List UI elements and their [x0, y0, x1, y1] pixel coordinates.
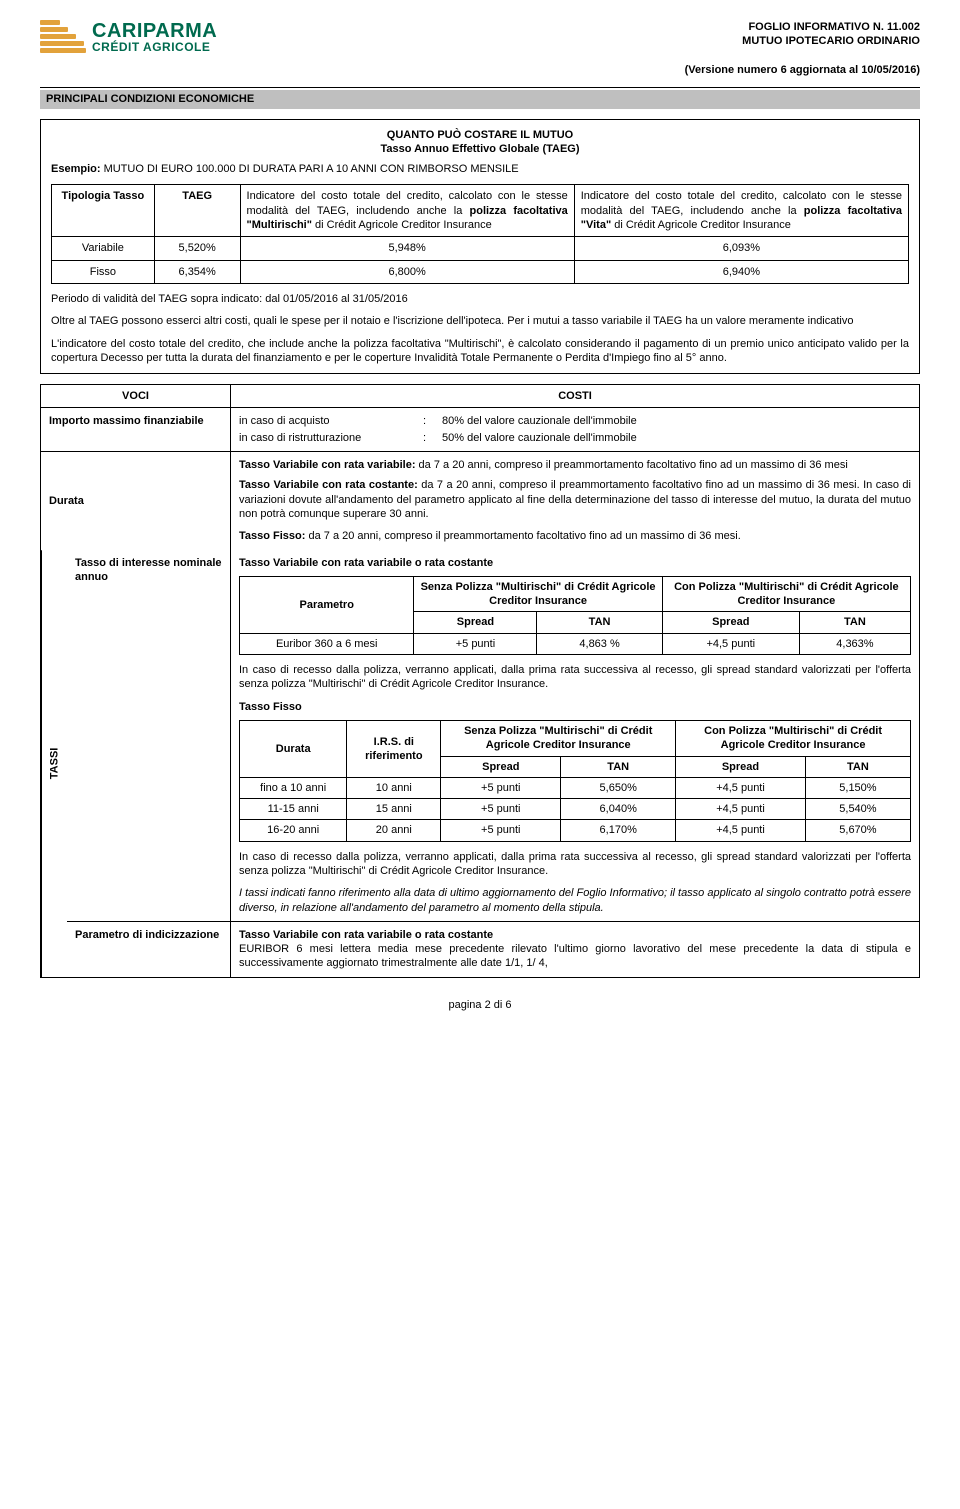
durata-tv-var-b: Tasso Variabile con rata variabile: [239, 459, 416, 471]
tassi-nominale-row: Tasso di interesse nominale annuo Tasso … [67, 550, 919, 922]
h-tan-1: TAN [537, 612, 662, 633]
durata-tf-t: da 7 a 20 anni, compreso il preammortame… [305, 530, 740, 542]
tf-title: Tasso Fisso [239, 700, 911, 714]
header-rule [40, 87, 920, 88]
h-con-2: Con Polizza "Multirischi" di Crédit Agri… [676, 720, 911, 756]
durata-tf-b: Tasso Fisso: [239, 530, 305, 542]
page-footer: pagina 2 di 6 [40, 998, 920, 1012]
voci-head-r: COSTI [231, 385, 919, 407]
oltre-taeg: Oltre al TAEG possono esserci altri cost… [51, 314, 909, 328]
importo-label: Importo massimo finanziabile [41, 408, 231, 451]
h-durata: Durata [240, 720, 347, 777]
quanto-title2: Tasso Annuo Effettivo Globale (TAEG) [51, 142, 909, 156]
tassi-parametro-row: Parametro di indicizzazione Tasso Variab… [67, 922, 919, 977]
taeg-col2: TAEG [154, 185, 240, 237]
table-row: Fisso 6,354% 6,800% 6,940% [52, 260, 909, 283]
voci-head-l: VOCI [41, 385, 231, 407]
version-line: (Versione numero 6 aggiornata al 10/05/2… [40, 63, 920, 77]
tv-title: Tasso Variabile con rata variabile o rat… [239, 556, 911, 570]
tassi-param-label: Parametro di indicizzazione [67, 922, 231, 977]
logo: CARIPARMA CRÉDIT AGRICOLE [40, 20, 217, 53]
quanto-title1: QUANTO PUÒ COSTARE IL MUTUO [51, 128, 909, 142]
foglio-line-2: MUTUO IPOTECARIO ORDINARIO [742, 34, 920, 48]
taeg-col1: Tipologia Tasso [52, 185, 155, 237]
nota-tassi: I tassi indicati fanno riferimento alla … [239, 886, 911, 915]
importo-content: in caso di acquisto:80% del valore cauzi… [231, 408, 919, 451]
h-irs: I.R.S. di riferimento [347, 720, 441, 777]
foglio-line-1: FOGLIO INFORMATIVO N. 11.002 [742, 20, 920, 34]
durata-tv-cost-b: Tasso Variabile con rata costante: [239, 479, 418, 491]
taeg-col3: Indicatore del costo totale del credito,… [240, 185, 574, 237]
importo-ristr-val: 50% del valore cauzionale dell'immobile [442, 431, 911, 445]
quanto-box: QUANTO PUÒ COSTARE IL MUTUO Tasso Annuo … [40, 119, 920, 375]
tassi-tab-label: TASSI [41, 550, 67, 977]
importo-acquisto-val: 80% del valore cauzionale dell'immobile [442, 414, 911, 428]
section-title: PRINCIPALI CONDIZIONI ECONOMICHE [40, 90, 920, 108]
voci-costi: VOCI COSTI Importo massimo finanziabile … [40, 384, 920, 978]
periodo-validita: Periodo di validità del TAEG sopra indic… [51, 292, 909, 306]
voci-header: VOCI COSTI [40, 384, 920, 407]
taeg-table: Tipologia Tasso TAEG Indicatore del cost… [51, 184, 909, 283]
importo-ristr-label: in caso di ristrutturazione [239, 431, 419, 445]
durata-label: Durata [41, 452, 231, 549]
h-spread-1: Spread [414, 612, 537, 633]
logo-main: CARIPARMA [92, 21, 217, 41]
durata-content: Tasso Variabile con rata variabile: da 7… [231, 452, 919, 549]
tassi-param-content: Tasso Variabile con rata variabile o rat… [231, 922, 919, 977]
table-row: fino a 10 anni 10 anni +5 punti 5,650% +… [240, 777, 911, 798]
tv-recesso: In caso di recesso dalla polizza, verran… [239, 663, 911, 692]
tf-table: Durata I.R.S. di riferimento Senza Poliz… [239, 720, 911, 842]
logo-sub: CRÉDIT AGRICOLE [92, 41, 217, 53]
voci-durata-row: Durata Tasso Variabile con rata variabil… [40, 451, 920, 549]
tassi-nominale-label: Tasso di interesse nominale annuo [67, 550, 231, 921]
doc-meta: FOGLIO INFORMATIVO N. 11.002 MUTUO IPOTE… [742, 20, 920, 49]
tv-table: Parametro Senza Polizza "Multirischi" di… [239, 576, 911, 655]
h-tan-2: TAN [799, 612, 910, 633]
table-row: Variabile 5,520% 5,948% 6,093% [52, 237, 909, 260]
esempio-value: MUTUO DI EURO 100.000 DI DURATA PARI A 1… [104, 163, 519, 175]
esempio-label: Esempio: [51, 163, 104, 175]
param-text: EURIBOR 6 mesi lettera media mese preced… [239, 942, 911, 971]
h-senza-2: Senza Polizza "Multirischi" di Crédit Ag… [441, 720, 676, 756]
esempio-line: Esempio: MUTUO DI EURO 100.000 DI DURATA… [51, 162, 909, 176]
table-row: 16-20 anni 20 anni +5 punti 6,170% +4,5 … [240, 820, 911, 841]
durata-tv-var-t: da 7 a 20 anni, compreso il preammortame… [416, 459, 848, 471]
logo-text: CARIPARMA CRÉDIT AGRICOLE [92, 21, 217, 53]
taeg-col4: Indicatore del costo totale del credito,… [574, 185, 908, 237]
header: CARIPARMA CRÉDIT AGRICOLE FOGLIO INFORMA… [40, 20, 920, 53]
importo-acquisto-label: in caso di acquisto [239, 414, 419, 428]
table-row: Euribor 360 a 6 mesi +5 punti 4,863 % +4… [240, 633, 911, 654]
param-title: Tasso Variabile con rata variabile o rat… [239, 928, 911, 942]
tassi-nominale-content: Tasso Variabile con rata variabile o rat… [231, 550, 919, 921]
indicatore-note: L'indicatore del costo totale del credit… [51, 337, 909, 366]
voci-importo-row: Importo massimo finanziabile in caso di … [40, 407, 920, 451]
h-senza: Senza Polizza "Multirischi" di Crédit Ag… [414, 576, 662, 612]
h-con: Con Polizza "Multirischi" di Crédit Agri… [662, 576, 910, 612]
logo-bars-icon [40, 20, 86, 53]
h-param: Parametro [240, 576, 414, 633]
tassi-block: TASSI Tasso di interesse nominale annuo … [40, 550, 920, 978]
tf-recesso: In caso di recesso dalla polizza, verran… [239, 850, 911, 879]
table-row: 11-15 anni 15 anni +5 punti 6,040% +4,5 … [240, 799, 911, 820]
h-spread-2: Spread [662, 612, 799, 633]
